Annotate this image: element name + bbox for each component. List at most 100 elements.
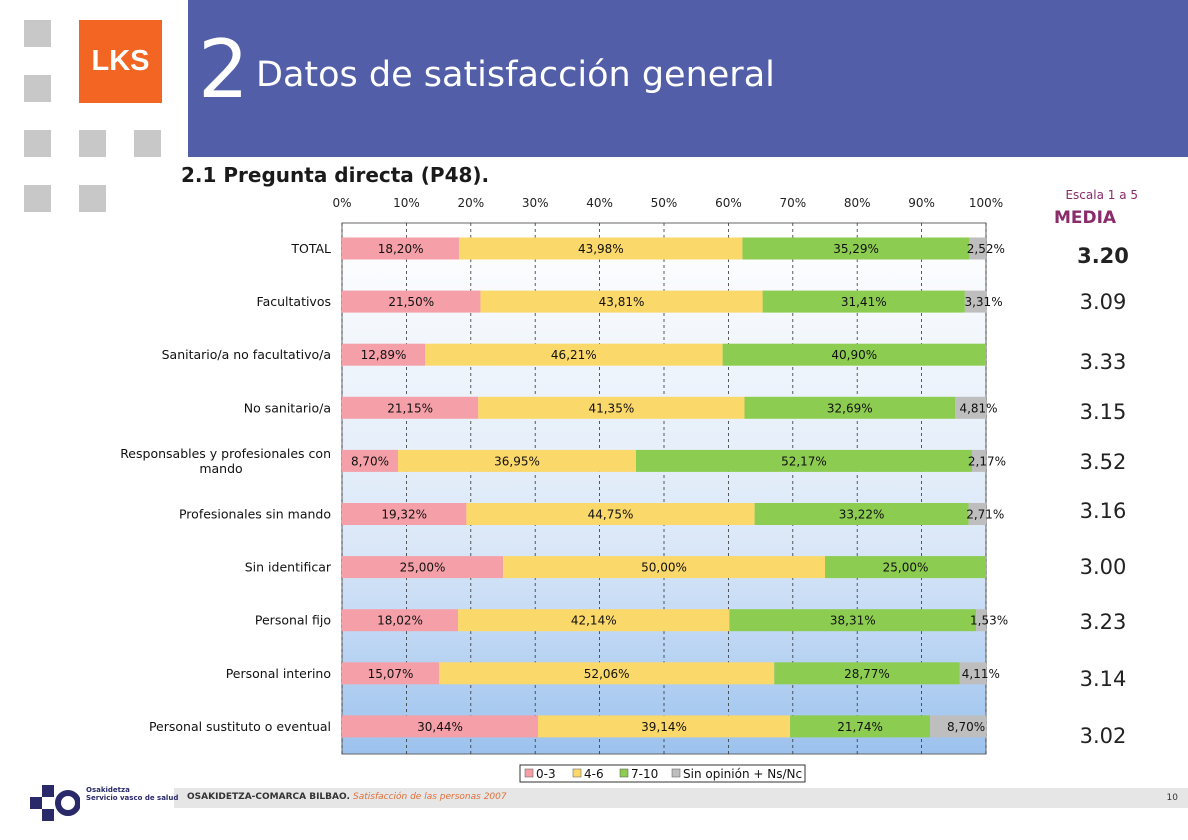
category-label: No sanitario/a [244,400,331,415]
data-label: 39,14% [641,720,687,734]
data-label: 38,31% [830,614,876,628]
bar-segment [762,290,965,313]
footer-organization: OSAKIDETZA-COMARCA BILBAO. Satisfacción … [187,792,507,802]
category-label: Personal fijo [255,613,331,628]
bar-segment [729,609,977,632]
data-label: 44,75% [588,507,634,521]
bar-segment [342,502,467,525]
footer-bar [174,788,1188,808]
data-label: 52,17% [781,454,827,468]
data-label: 32,69% [827,401,873,415]
bar-segment [342,662,440,685]
stacked-bar-chart: 0% 10% 20% 30% 40% 50% 60% 70% 80% 90% 100% 18,20%… [120,196,1008,783]
x-tick-label: 0% [332,196,351,210]
bar-segment [976,609,986,632]
data-label: 52,06% [584,667,630,681]
media-value: 3.16 [1079,499,1127,523]
scale-note: Escala 1 a 5 [1065,188,1138,202]
bar-segment [342,609,459,632]
bar-segment [439,662,775,685]
data-label: 43,81% [599,295,645,309]
category-label: Responsables y profesionales con [120,446,331,461]
media-value: 3.52 [1079,450,1127,474]
data-label: 4,81% [959,401,997,415]
lks-logo: LKS [79,20,162,103]
media-value: 3.33 [1079,350,1127,374]
bar-segment [742,237,970,260]
decor-square [24,20,51,47]
data-label: 2,52% [967,242,1005,256]
bar-segment [425,343,723,366]
media-value: 3.00 [1079,555,1127,579]
data-label: 40,90% [831,348,877,362]
bar-segment [538,715,791,738]
page-number: 10 [1166,793,1178,803]
data-label: 41,35% [588,401,634,415]
data-label: 18,20% [378,242,424,256]
data-label: 30,44% [417,720,463,734]
category-label: Facultativos [257,294,331,309]
category-label: Sanitario/a no facultativo/a [162,347,331,362]
legend-label: 7-10 [631,767,658,781]
category-label: mando [199,461,242,476]
category-label: Sin identificar [245,560,332,575]
data-label: 50,00% [641,561,687,575]
data-label: 28,77% [844,667,890,681]
bar-segment [635,449,972,472]
media-header: MEDIA [1053,208,1117,228]
chart-subtitle: 2.1 Pregunta directa (P48). [181,163,490,187]
legend-swatch [619,768,629,778]
logo-text: LKS [91,45,150,77]
legend-label: 0-3 [536,767,556,781]
data-label: 36,95% [494,454,540,468]
bar-segment [930,715,987,738]
data-label: 2,71% [966,507,1004,521]
legend-swatch [572,768,582,778]
bar-segment [342,715,539,738]
data-label: 25,00% [883,561,929,575]
data-label: 43,98% [578,242,624,256]
data-label: 25,00% [400,561,446,575]
data-label: 46,21% [551,348,597,362]
data-label: 42,14% [571,614,617,628]
decor-square [79,185,106,212]
data-label: 1,53% [970,614,1008,628]
x-tick-label: 70% [779,196,806,210]
x-tick-label: 10% [393,196,420,210]
decor-square [24,130,51,157]
decor-square [24,75,51,102]
bar-segment [478,396,745,419]
bar-segment [503,556,825,579]
media-value: 3.02 [1079,724,1127,748]
data-label: 33,22% [839,507,885,521]
bar-segment [342,556,503,579]
header-band [188,0,1188,157]
media-value: 3.20 [1077,244,1129,268]
decor-square [79,130,106,157]
category-label: Personal sustituto o eventual [149,719,331,734]
x-tick-label: 20% [457,196,484,210]
data-label: 8,70% [947,720,985,734]
bar-segment [458,609,730,632]
bar-segment [459,237,743,260]
x-tick-label: 50% [651,196,678,210]
data-label: 8,70% [351,454,389,468]
data-label: 21,74% [837,720,883,734]
legend-label: Sin opinión + Ns/Nc [683,767,802,781]
osakidetza-line1: Osakidetza [86,786,130,794]
x-tick-label: 80% [844,196,871,210]
data-label: 21,50% [388,295,434,309]
decor-square [24,185,51,212]
data-label: 3,31% [964,295,1002,309]
bar-segment [969,237,986,260]
x-tick-label: 90% [908,196,935,210]
bar-segment [790,715,931,738]
bar-segment [398,449,636,472]
bar-segment [955,396,986,419]
media-value: 3.09 [1079,290,1127,314]
bar-segment [744,396,956,419]
data-label: 2,17% [968,454,1006,468]
x-tick-label: 100% [969,196,1003,210]
bar-segment [774,662,960,685]
category-label: Profesionales sin mando [179,506,331,521]
